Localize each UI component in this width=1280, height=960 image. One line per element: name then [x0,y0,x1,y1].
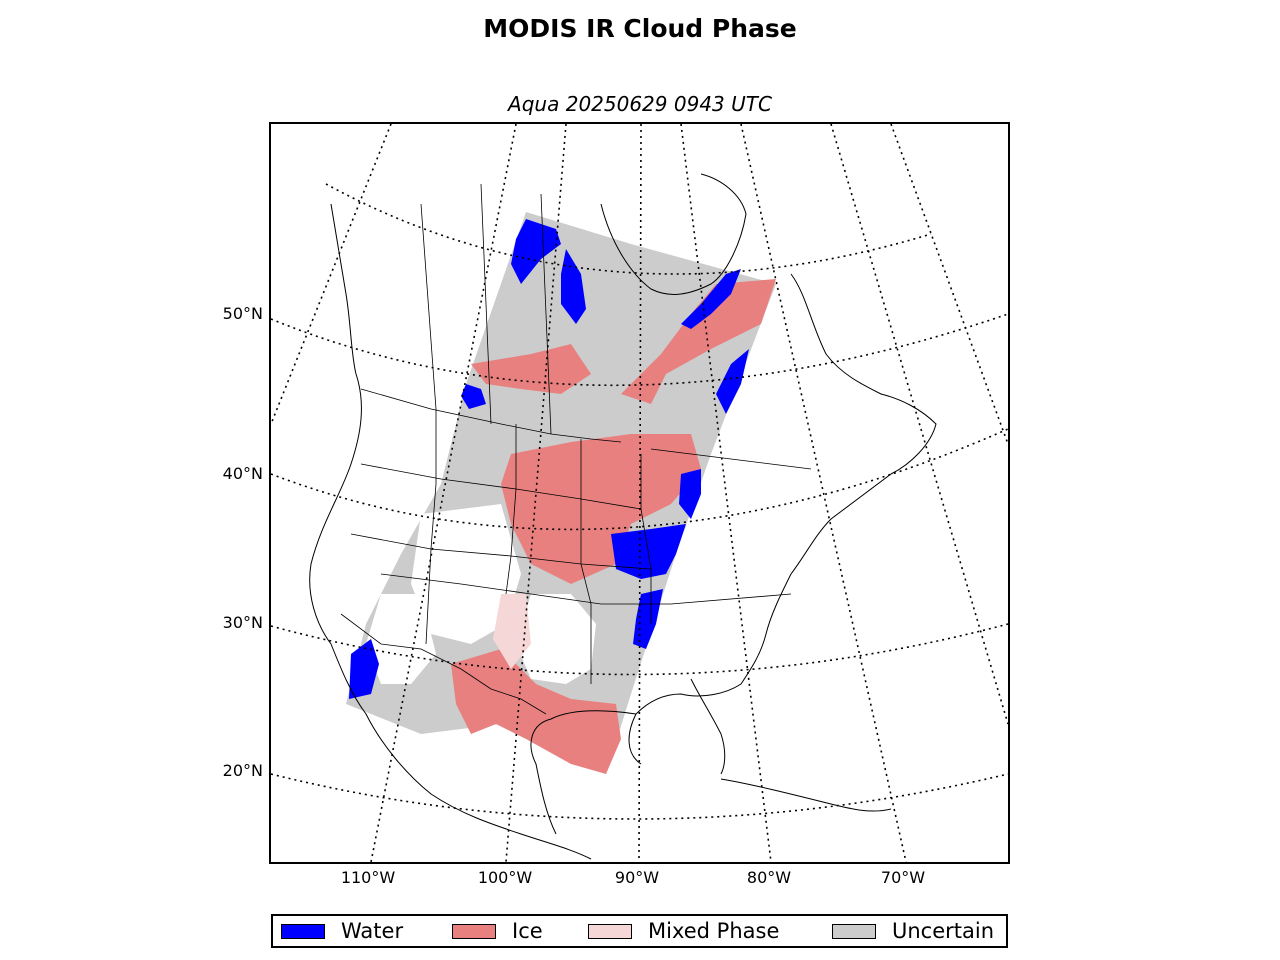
swath-ice-north [621,279,776,404]
swath-water-quebec [716,349,749,414]
coast-east [628,273,937,765]
coast-cuba [720,778,892,812]
graticule [271,124,1008,862]
parallel-60n [325,183,932,275]
border-states-h3 [380,573,792,605]
lat-label-40n: 40°N [222,464,263,483]
swath-water-north [511,219,561,284]
chart-subtitle: Aqua 20250629 0943 UTC [508,92,772,116]
swath-ice-south [451,649,621,774]
border-us-mexico [340,613,547,715]
legend-label-ice: Ice [512,919,543,943]
map-area [269,122,1010,864]
meridian-50w [890,124,1008,445]
satellite-swath [346,212,776,774]
meridian-80w [680,124,772,862]
meridian-60w [830,124,1008,725]
border-states-v4 [640,454,652,624]
legend-item-uncertain: Uncertain [832,916,994,946]
legend-swatch-mixed [588,923,632,939]
lat-label-30n: 30°N [222,613,263,632]
swath-ice-west [471,344,591,394]
swath-water-east [681,269,741,329]
legend-label-mixed: Mixed Phase [648,919,780,943]
legend-swatch-uncertain [832,923,876,939]
lon-label-70w: 70°W [880,868,926,887]
swath-water-wisc [679,469,701,519]
swath-water-north2 [561,249,586,324]
coast-gulf [530,710,637,835]
map-svg [271,124,1008,862]
coast-west [309,203,592,860]
border-prov-1 [420,203,437,410]
legend-item-mixed: Mixed Phase [588,916,779,946]
border-states-v2 [505,424,517,595]
swath-water-lakes [611,524,686,579]
lon-label-110w: 110°W [340,868,396,887]
border-states-v1 [425,409,437,645]
legend-swatch-ice [452,923,496,939]
legend-label-uncertain: Uncertain [892,919,995,943]
meridian-70w [740,124,907,862]
border-states-v3 [580,439,592,684]
coast-hudson-bay [600,173,747,295]
border-prov-3 [480,183,492,425]
chart-title: MODIS IR Cloud Phase [483,14,797,43]
legend-item-water: Water [281,916,403,946]
coastlines [309,173,937,860]
lon-label-100w: 100°W [477,868,533,887]
swath-water-dakota [461,384,486,409]
parallel-20n [271,773,1008,820]
lon-label-90w: 90°W [614,868,660,887]
border-us-canada-east [650,448,812,470]
swath-clear-gulfplains [516,594,596,684]
swath-ice-plains [501,434,701,584]
legend-label-water: Water [341,919,404,943]
lon-label-80w: 80°W [746,868,792,887]
legend-swatch-water [281,923,325,939]
swath-mixed-southwest [366,594,436,684]
meridian-120w [271,124,392,425]
legend: Water Ice Mixed Phase Uncertain [271,914,1008,948]
border-prov-2 [540,193,552,435]
swath-mixed-texas [493,594,531,669]
political-borders [340,183,812,715]
swath-mixed-central [411,504,521,644]
coast-florida [690,678,726,775]
lat-label-50n: 50°N [222,304,263,323]
legend-item-ice: Ice [452,916,543,946]
border-us-canada [360,388,622,443]
swath-water-baja [349,639,379,699]
lat-label-20n: 20°N [222,761,263,780]
parallel-40n [271,428,1008,531]
